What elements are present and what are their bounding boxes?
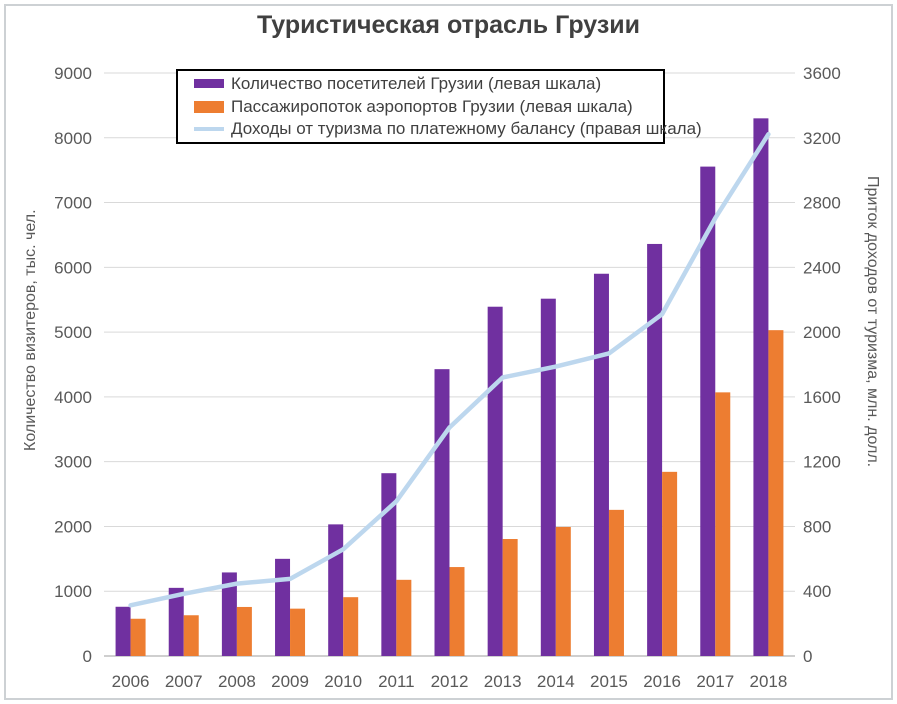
x-axis-label-2006: 2006 [112,672,150,691]
visitors-bar-2014 [540,298,556,656]
right-axis-tick-label: 800 [803,517,831,536]
right-axis-tick-label: 2400 [803,258,841,277]
x-axis-label-2007: 2007 [165,672,203,691]
airport-traffic-bar-2011 [396,579,412,656]
x-axis-label-2013: 2013 [484,672,522,691]
visitors-bar-2007 [168,587,184,656]
legend-item-visitors: Количество посетителей Грузии (левая шка… [194,74,663,94]
x-axis-label-2016: 2016 [643,672,681,691]
revenue-line [128,131,771,608]
x-axis-label-2011: 2011 [378,672,415,691]
revenue-line-swatch-icon [194,127,224,132]
visitors-bar-2017 [700,166,716,656]
visitors-bar-2008 [221,572,237,656]
visitors-bar-2015 [593,273,609,656]
visitors-bar-2009 [275,558,291,656]
airport-traffic-bar-2006 [130,618,146,656]
airport-traffic-bar-2013 [502,539,518,656]
airport-traffic-bar-2018 [768,330,784,656]
right-axis-tick-label: 1600 [803,388,841,407]
chart-title: Туристическая отрасль Грузии [256,11,641,39]
x-axis-label-2017: 2017 [696,672,734,691]
visitors-bar-2013 [487,306,503,656]
airport-traffic-bar-2015 [608,509,624,656]
visitors-bar-2012 [434,369,450,656]
left-axis-tick-label: 1000 [54,582,92,601]
left-axis-tick-label: 4000 [54,388,92,407]
x-axis-label-2014: 2014 [537,672,575,691]
visitors-bar-2016 [647,243,663,657]
x-axis-label-2015: 2015 [590,672,628,691]
visitors-bar-swatch-icon [194,79,224,89]
right-axis-tick-label: 1200 [803,453,841,472]
left-axis-tick-label: 3000 [54,453,92,472]
legend: Количество посетителей Грузии (левая шка… [176,69,702,144]
airport-traffic-bar-2007 [183,615,199,656]
x-axis-label-2018: 2018 [750,672,788,691]
x-axis-label-2010: 2010 [324,672,362,691]
right-axis-tick-label: 3200 [803,129,841,148]
airport-traffic-bar-2008 [236,606,252,656]
airport-traffic-bar-2017 [715,392,731,656]
right-axis-tick-label: 2800 [803,194,841,213]
legend-item-airport-traffic: Пассажиропоток аэропортов Грузии (левая … [194,97,663,117]
left-axis-tick-label: 5000 [54,323,92,342]
left-axis-tick-label: 7000 [54,194,92,213]
left-axis-tick-label: 2000 [54,517,92,536]
legend-item-revenue: Доходы от туризма по платежному балансу … [194,119,702,139]
x-axis-label-2009: 2009 [271,672,309,691]
left-axis-tick-label: 6000 [54,258,92,277]
right-axis-tick-label: 0 [803,647,812,666]
visitors-bar-2018 [753,118,769,657]
legend-label-airport-traffic: Пассажиропоток аэропортов Грузии (левая … [231,96,633,116]
left-axis-tick-label: 0 [83,647,92,666]
airport-traffic-bar-swatch-icon [194,100,224,113]
airport-traffic-bar-2012 [449,567,465,656]
visitors-bar-2011 [381,473,397,656]
visitors-bar-2006 [115,606,131,656]
right-axis-tick-label: 3600 [803,64,841,83]
airport-traffic-bar-2009 [290,608,306,656]
right-axis-tick-label: 2000 [803,323,841,342]
left-axis-title: Количество визитеров, тыс. чел. [22,209,39,451]
left-axis-tick-label: 8000 [54,129,92,148]
x-axis-label-2008: 2008 [218,672,256,691]
airport-traffic-bar-2016 [662,471,678,656]
x-axis-label-2012: 2012 [431,672,469,691]
legend-label-visitors: Количество посетителей Грузии (левая шка… [231,73,602,93]
right-axis-title: Приток доходов от туризма, млн. долл. [864,176,881,468]
airport-traffic-bar-2010 [343,597,359,656]
airport-traffic-bar-2014 [555,526,571,656]
legend-label-revenue: Доходы от туризма по платежному балансу … [231,119,702,139]
left-axis-tick-label: 9000 [54,64,92,83]
right-axis-tick-label: 400 [803,582,831,601]
visitors-bar-2010 [328,524,344,656]
